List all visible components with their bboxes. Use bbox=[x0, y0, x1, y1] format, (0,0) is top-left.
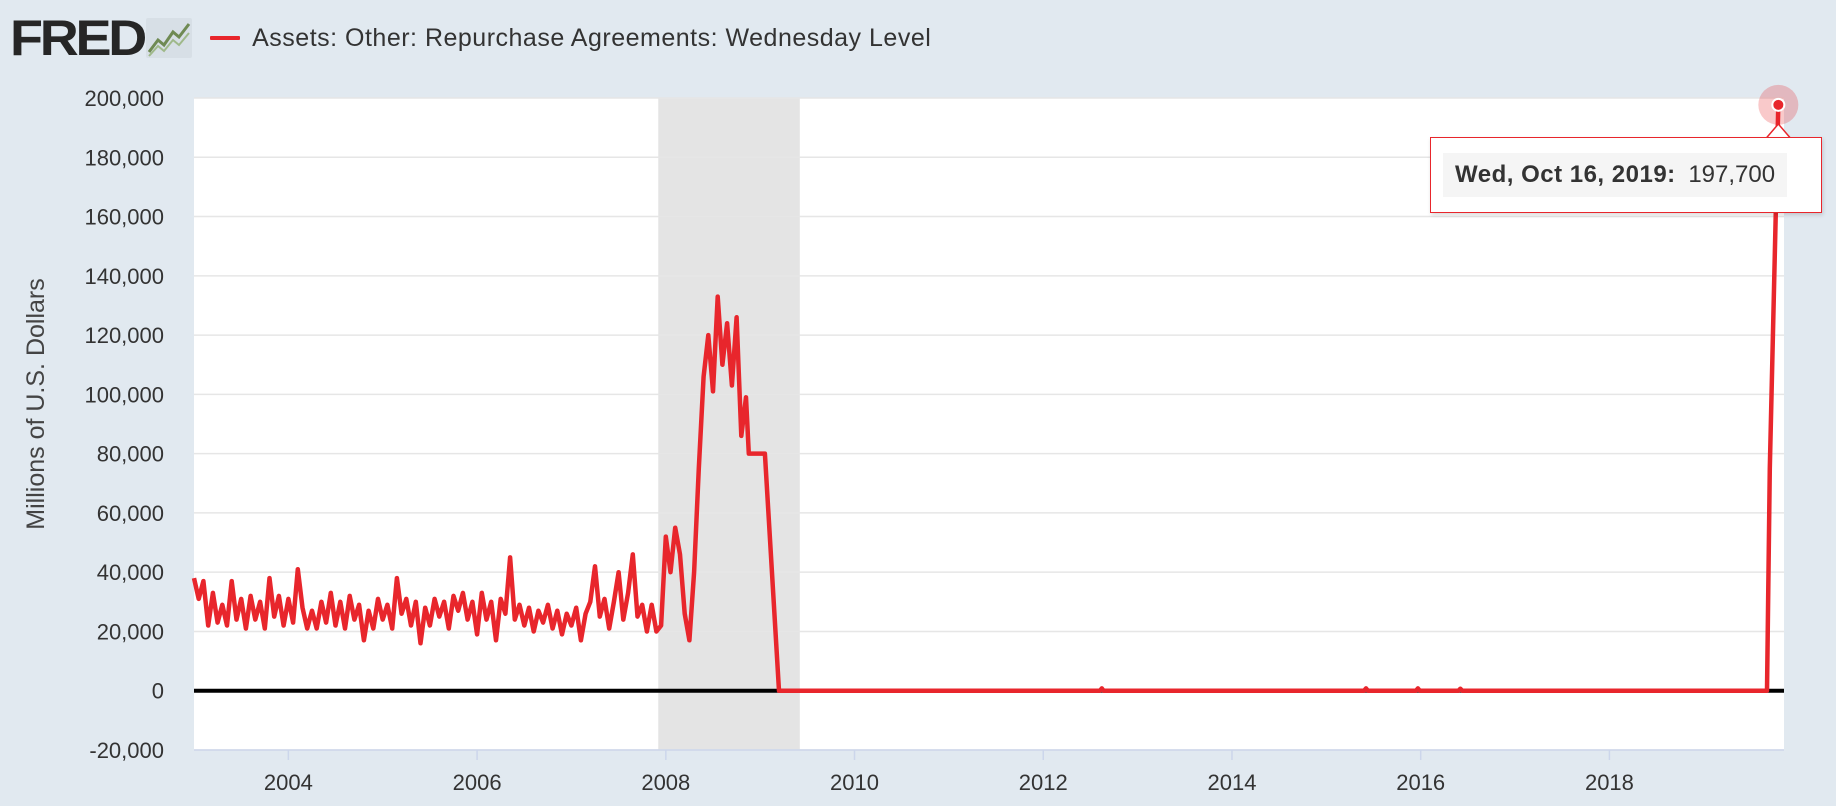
x-axis-ticks: 2004 2006 2008 2010 2012 2014 2016 2018 bbox=[194, 749, 1784, 795]
tooltip-value: 197,700 bbox=[1688, 161, 1776, 188]
hover-marker-group bbox=[1758, 84, 1799, 139]
y-tick-label: 140,000 bbox=[84, 264, 164, 289]
y-tick-label: 120,000 bbox=[84, 323, 164, 348]
y-tick-label: 100,000 bbox=[84, 382, 164, 407]
y-axis-label-group: Millions of U.S. Dollars bbox=[22, 278, 50, 529]
legend-swatch bbox=[210, 36, 241, 40]
y-tick-label: 80,000 bbox=[97, 442, 164, 467]
y-tick-label: -20,000 bbox=[89, 738, 164, 763]
y-tick-label: 60,000 bbox=[97, 501, 164, 526]
y-tick-label: 180,000 bbox=[84, 145, 164, 170]
y-tick-label: 40,000 bbox=[97, 560, 164, 585]
y-axis-title: Millions of U.S. Dollars bbox=[22, 278, 50, 529]
y-tick-label: 20,000 bbox=[97, 619, 164, 644]
series-group[interactable] bbox=[191, 104, 1781, 693]
y-axis-ticks: -20,000 0 20,000 40,000 60,000 80,000 100,000 1… bbox=[84, 86, 164, 763]
x-tick-label: 2008 bbox=[641, 770, 690, 795]
legend-series-label: Assets: Other: Repurchase Agreements: We… bbox=[252, 23, 932, 52]
x-tick-label: 2004 bbox=[264, 770, 313, 795]
y-tick-label: 0 bbox=[152, 679, 164, 704]
x-tick-label: 2006 bbox=[453, 770, 502, 795]
data-tooltip: Wed, Oct 16, 2019: 197,700 bbox=[1430, 137, 1822, 213]
tooltip-content: Wed, Oct 16, 2019: 197,700 bbox=[1443, 153, 1788, 197]
x-tick-label: 2012 bbox=[1019, 770, 1068, 795]
x-tick-label: 2014 bbox=[1208, 770, 1257, 795]
fred-logo[interactable]: FRED bbox=[10, 10, 147, 66]
data-point-marker[interactable] bbox=[1771, 97, 1786, 112]
chart-header: FRED Assets: Other: Repurchase Agreement… bbox=[10, 12, 931, 64]
series-line[interactable] bbox=[191, 104, 1781, 693]
x-tick-label: 2010 bbox=[830, 770, 879, 795]
y-tick-label: 160,000 bbox=[84, 205, 164, 230]
fred-chart-icon bbox=[146, 18, 193, 58]
y-tick-label: 200,000 bbox=[84, 86, 164, 111]
tooltip-date: Wed, Oct 16, 2019: bbox=[1455, 161, 1676, 188]
x-tick-label: 2018 bbox=[1585, 770, 1634, 795]
x-tick-label: 2016 bbox=[1396, 770, 1445, 795]
